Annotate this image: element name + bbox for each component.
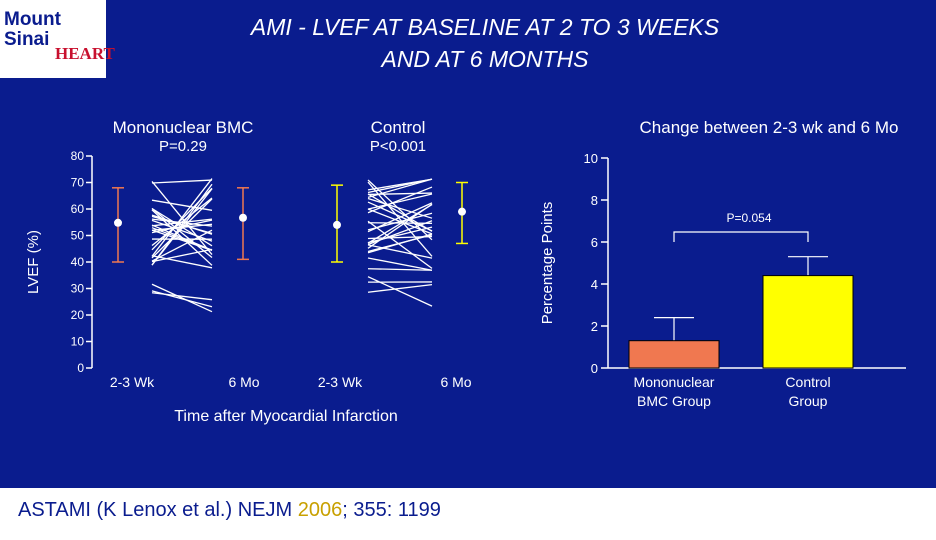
patient-line: [151, 219, 213, 242]
patient-line: [367, 257, 433, 271]
bar-y-tick-label: 8: [591, 193, 598, 208]
mean-point: [333, 220, 341, 229]
patient-line: [151, 283, 213, 313]
significance-bracket: [673, 231, 809, 242]
patient-line: [367, 234, 433, 253]
group-title: Control: [371, 118, 426, 137]
lvef-y-tick-label: 60: [71, 202, 85, 216]
bar: [762, 275, 854, 369]
slide-title-line1: AMI - LVEF AT BASELINE AT 2 TO 3 WEEKS: [250, 14, 720, 40]
mount-sinai-heart-logo: Mount Sinai HEART: [0, 0, 115, 78]
logo-text: Mount Sinai: [4, 10, 61, 50]
lvef-y-tick-label: 80: [71, 149, 85, 163]
lvef-y-tick-label: 70: [71, 176, 85, 190]
patient-line: [367, 220, 433, 269]
patient-line: [367, 186, 433, 214]
logo-sinai: Sinai: [4, 29, 50, 50]
lvef-x-tick-label: 6 Mo: [228, 374, 259, 390]
lvef-x-tick-label: 6 Mo: [440, 374, 471, 390]
lvef-x-axis-title: Time after Myocardial Infarction: [174, 408, 397, 425]
patient-line: [151, 199, 213, 211]
bar-pvalue-annotation: P=0.054: [726, 211, 771, 225]
bar-category-label: Mononuclear: [634, 374, 715, 390]
patient-line: [367, 192, 433, 196]
lvef-y-axis-label: LVEF (%): [25, 230, 42, 294]
patient-line: [151, 229, 213, 262]
patient-line: [151, 219, 213, 234]
bar-category-label: BMC Group: [637, 393, 711, 409]
ref-author: ASTAMI: [18, 499, 91, 521]
patient-line: [367, 276, 433, 307]
bar: [628, 340, 720, 369]
patient-line: [151, 255, 213, 269]
mean-point: [458, 207, 466, 216]
ref-rest: (K Lenox et al.) NEJM: [90, 499, 298, 521]
patient-line: [367, 222, 433, 224]
lvef-x-tick-label: 2-3 Wk: [110, 374, 155, 390]
group-pvalue: P=0.29: [159, 138, 207, 155]
slide-title-line2: AND AT 6 MONTHS: [381, 46, 589, 72]
patient-line: [367, 283, 433, 293]
bar-category-label: Group: [789, 393, 828, 409]
patient-line: [151, 187, 213, 251]
patient-line: [151, 197, 213, 246]
patient-line: [151, 227, 213, 251]
lvef-y-tick-label: 50: [71, 229, 85, 243]
footer-bar: [0, 488, 936, 540]
bar-chart-title: Change between 2-3 wk and 6 Mo: [640, 118, 899, 137]
bar-y-axis-label: Percentage Points: [539, 202, 556, 325]
patient-line: [367, 268, 433, 271]
patient-line: [367, 197, 433, 219]
bar-y-tick-label: 4: [591, 277, 598, 292]
lvef-y-tick-label: 0: [77, 361, 84, 375]
patient-line: [367, 203, 433, 249]
bar-category-label: Control: [785, 374, 830, 390]
patient-line: [367, 193, 433, 232]
bar-y-tick-label: 10: [584, 151, 598, 166]
patient-line: [367, 178, 433, 194]
bar-y-tick-label: 0: [591, 361, 598, 376]
mean-point: [239, 213, 247, 222]
reference-citation: ASTAMI (K Lenox et al.) NEJM 2006; 355: …: [18, 499, 441, 522]
patient-line: [367, 235, 433, 240]
patient-line: [367, 208, 433, 235]
lvef-y-tick-label: 10: [71, 335, 85, 349]
patient-line: [151, 292, 213, 301]
patient-line: [151, 178, 213, 257]
patient-line: [367, 193, 433, 210]
patient-line: [151, 248, 213, 263]
bar-y-tick-label: 2: [591, 319, 598, 334]
patient-line: [367, 244, 433, 259]
logo-mount: Mount: [4, 9, 61, 30]
ref-tail: ; 355: 1199: [342, 499, 441, 521]
patient-line: [367, 202, 433, 233]
lvef-y-tick-label: 40: [71, 255, 85, 269]
group-title: Mononuclear BMC: [113, 118, 254, 137]
patient-line: [151, 214, 213, 235]
patient-line: [151, 179, 213, 184]
group-pvalue: P<0.001: [370, 138, 426, 155]
lvef-y-tick-label: 30: [71, 282, 85, 296]
patient-line: [151, 218, 213, 227]
mean-point: [114, 218, 122, 227]
bar-y-tick-label: 6: [591, 235, 598, 250]
lvef-y-tick-label: 20: [71, 308, 85, 322]
patient-line: [151, 207, 213, 259]
lvef-x-tick-label: 2-3 Wk: [318, 374, 363, 390]
ref-year: 2006: [297, 499, 343, 521]
logo-heart: HEART: [55, 44, 115, 63]
